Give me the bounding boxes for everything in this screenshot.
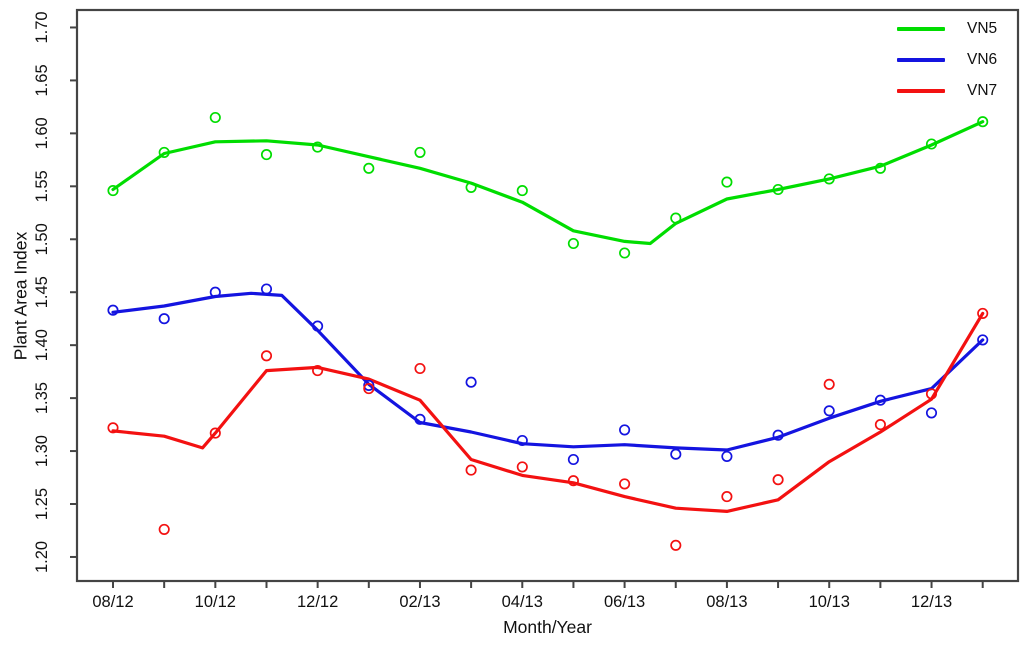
data-point xyxy=(874,162,886,174)
data-point xyxy=(874,419,886,431)
data-point xyxy=(414,362,426,375)
data-point xyxy=(670,212,682,224)
data-point xyxy=(925,138,938,150)
data-point xyxy=(823,378,835,390)
data-point xyxy=(260,283,273,295)
data-point xyxy=(312,365,324,377)
data-point xyxy=(260,149,273,161)
data-point xyxy=(260,350,273,362)
data-point xyxy=(465,181,477,193)
y-axis-title: Plant Area Index xyxy=(10,231,31,361)
data-point xyxy=(516,461,528,473)
x-tick-label: 06/13 xyxy=(604,593,645,611)
data-point xyxy=(721,176,733,188)
data-point xyxy=(465,464,477,476)
data-point xyxy=(670,448,682,460)
data-point xyxy=(619,478,631,490)
y-tick-label: 1.60 xyxy=(33,117,51,149)
y-tick-label: 1.35 xyxy=(33,382,51,414)
legend-label: VN6 xyxy=(967,50,998,68)
y-tick-label: 1.65 xyxy=(33,64,51,96)
data-point xyxy=(772,183,784,196)
data-point xyxy=(363,162,375,174)
x-tick-label: 10/13 xyxy=(809,593,850,611)
data-point xyxy=(414,413,426,425)
legend-label: VN7 xyxy=(967,82,998,100)
y-tick-label: 1.25 xyxy=(33,488,51,520)
data-point xyxy=(158,523,170,535)
series-vn6-trend-line xyxy=(111,291,985,452)
data-point xyxy=(363,379,375,391)
series-vn7-trend-line xyxy=(111,311,985,513)
data-point xyxy=(209,427,221,439)
legend-item-vn6: VN6 xyxy=(897,44,997,75)
data-point xyxy=(209,111,221,124)
legend-item-vn7: VN7 xyxy=(897,76,997,107)
data-point xyxy=(516,185,528,197)
x-tick-label: 10/12 xyxy=(195,593,236,611)
data-point xyxy=(721,450,733,462)
data-point xyxy=(363,383,375,395)
data-point xyxy=(977,334,989,346)
data-point xyxy=(619,247,631,259)
data-point xyxy=(567,237,579,250)
x-axis-title: Month/Year xyxy=(503,617,592,637)
data-point xyxy=(823,405,835,417)
y-tick-label: 1.55 xyxy=(33,170,51,202)
data-point xyxy=(107,185,119,197)
vn6-line-swatch xyxy=(897,57,945,62)
y-tick-label: 1.20 xyxy=(33,541,51,573)
vn7-line-swatch xyxy=(897,89,945,94)
data-point xyxy=(158,313,170,325)
data-point xyxy=(465,376,477,388)
data-point xyxy=(772,429,784,441)
series-vn6-points xyxy=(107,283,989,466)
x-tick-label: 02/13 xyxy=(399,593,440,611)
legend: VN5 VN6 VN7 xyxy=(897,13,997,107)
x-axis: 08/12 10/12 12/12 02/13 04/13 06/13 08/13 10/13… xyxy=(92,581,984,611)
x-tick-label: 12/12 xyxy=(297,593,338,611)
x-tick-label: 08/12 xyxy=(92,593,133,611)
data-point xyxy=(670,539,682,551)
series-vn7-points xyxy=(107,307,989,551)
vn5-line-swatch xyxy=(897,26,945,31)
x-tick-label: 04/13 xyxy=(502,593,543,611)
data-point xyxy=(158,146,170,158)
data-point xyxy=(312,141,324,153)
data-point xyxy=(312,320,324,332)
data-point xyxy=(721,491,733,503)
data-point xyxy=(516,434,528,447)
data-point xyxy=(567,475,579,487)
y-tick-label: 1.50 xyxy=(33,223,51,255)
x-tick-label: 08/13 xyxy=(706,593,747,611)
data-point xyxy=(874,394,886,406)
x-tick-label: 12/13 xyxy=(911,593,952,611)
y-tick-label: 1.70 xyxy=(33,11,51,43)
data-point xyxy=(823,173,835,185)
y-tick-label: 1.40 xyxy=(33,329,51,361)
data-point xyxy=(107,304,119,316)
y-axis: 1.20 1.25 1.30 1.35 1.40 1.45 1.50 1.55 1.60 1.65… xyxy=(33,11,77,573)
data-point xyxy=(925,388,938,400)
data-point xyxy=(977,116,989,128)
y-tick-label: 1.30 xyxy=(33,435,51,467)
data-point xyxy=(925,407,938,419)
series-vn5-trend-line xyxy=(111,120,985,246)
legend-label: VN5 xyxy=(967,19,998,37)
data-point xyxy=(107,422,119,434)
data-point xyxy=(772,474,784,486)
data-point xyxy=(977,307,989,319)
plot-box xyxy=(75,8,1020,583)
data-point xyxy=(414,146,426,158)
data-point xyxy=(209,286,221,298)
data-point xyxy=(567,453,579,466)
y-tick-label: 1.45 xyxy=(33,276,51,308)
data-point xyxy=(619,424,631,436)
legend-item-vn5: VN5 xyxy=(897,13,997,44)
series-vn5-points xyxy=(107,111,989,259)
